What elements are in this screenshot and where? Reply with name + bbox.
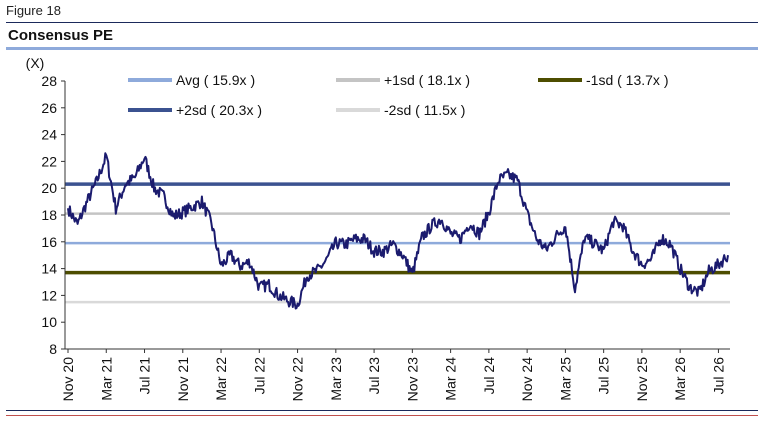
legend-label: +1sd ( 18.1x ) [384,72,470,88]
y-tick-label: 28 [41,73,57,89]
y-tick-label: 10 [41,314,57,330]
pe-series-line [67,152,729,310]
y-axis-unit: (X) [26,55,45,71]
y-tick-label: 24 [41,127,57,143]
x-tick-label: Nov 25 [634,357,650,402]
bottom-accent-rule [6,415,758,416]
y-tick-label: 22 [41,153,57,169]
legend-label: -2sd ( 11.5x ) [384,102,465,118]
legend-label: -1sd ( 13.7x ) [586,72,668,88]
y-axis-ticks: 28 26 24 22 20 18 16 14 12 10 8 [41,73,65,357]
x-tick-label: Nov 23 [404,357,420,402]
x-tick-label: Jul 25 [596,357,612,395]
x-axis-ticks: Nov 20 Mar 21 Jul 21 Nov 21 Mar 22 Jul 22 Nov … [60,349,726,401]
x-tick-label: Mar 22 [213,357,229,401]
y-tick-label: 14 [41,261,57,277]
legend-label: Avg ( 15.9x ) [176,72,255,88]
x-tick-label: Mar 24 [443,357,459,401]
y-tick-label: 18 [41,207,57,223]
x-tick-label: Jul 22 [251,357,267,395]
x-tick-label: Jul 24 [481,357,497,395]
x-tick-label: Nov 21 [175,357,191,402]
legend: Avg ( 15.9x ) +1sd ( 18.1x ) -1sd ( 13.7x … [128,72,668,118]
x-tick-label: Jul 21 [137,357,153,395]
x-tick-label: Jul 23 [366,357,382,395]
x-tick-label: Mar 23 [328,357,344,401]
y-tick-label: 20 [41,180,57,196]
figure-label: Figure 18 [6,3,61,18]
x-tick-label: Nov 24 [519,357,535,402]
x-tick-label: Mar 26 [672,357,688,401]
x-tick-label: Jul 26 [710,357,726,395]
title-rule [6,47,758,50]
y-tick-label: 12 [41,287,57,303]
chart-title: Consensus PE [8,27,114,44]
y-tick-label: 26 [41,100,57,116]
x-tick-label: Mar 25 [557,357,573,401]
x-tick-label: Nov 20 [60,357,76,402]
bottom-rule [6,410,758,411]
x-tick-label: Nov 22 [290,357,306,402]
top-rule [6,22,758,23]
legend-label: +2sd ( 20.3x ) [176,102,262,118]
x-tick-label: Mar 21 [98,357,114,401]
y-tick-label: 8 [49,341,57,357]
y-tick-label: 16 [41,234,57,250]
